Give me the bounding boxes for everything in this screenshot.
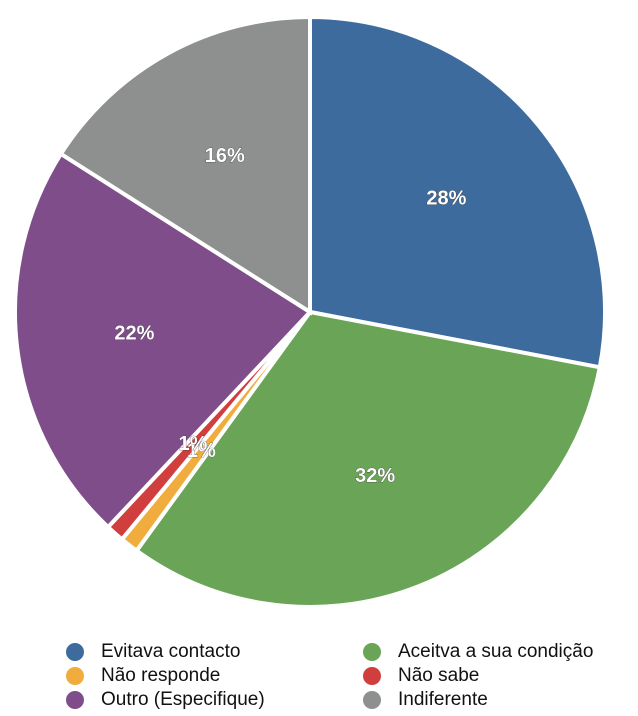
data-label: 16%: [205, 145, 245, 167]
legend-swatch: [66, 643, 84, 661]
data-label: 28%: [426, 187, 466, 209]
pie-slice: [58, 14, 312, 316]
legend-label: Aceitva a sua condição: [398, 641, 593, 662]
legend-swatch: [363, 667, 381, 685]
legend-label: Não sabe: [398, 665, 479, 686]
legend-label: Outro (Especifique): [101, 689, 265, 710]
legend-swatch: [66, 691, 84, 709]
legend-swatch: [363, 691, 381, 709]
legend-label: Não responde: [101, 665, 220, 686]
pie-slice: [133, 309, 603, 609]
legend-label: Indiferente: [398, 689, 488, 710]
data-label: 32%: [355, 465, 395, 487]
legend-swatch: [66, 667, 84, 685]
data-label: 22%: [114, 322, 154, 344]
legend-swatch: [363, 643, 381, 661]
data-label: 1%: [178, 433, 207, 455]
pie-slice: [308, 14, 607, 370]
pie-slice: [13, 151, 314, 530]
legend-label: Evitava contacto: [101, 641, 240, 662]
data-label: 1%: [187, 440, 216, 462]
